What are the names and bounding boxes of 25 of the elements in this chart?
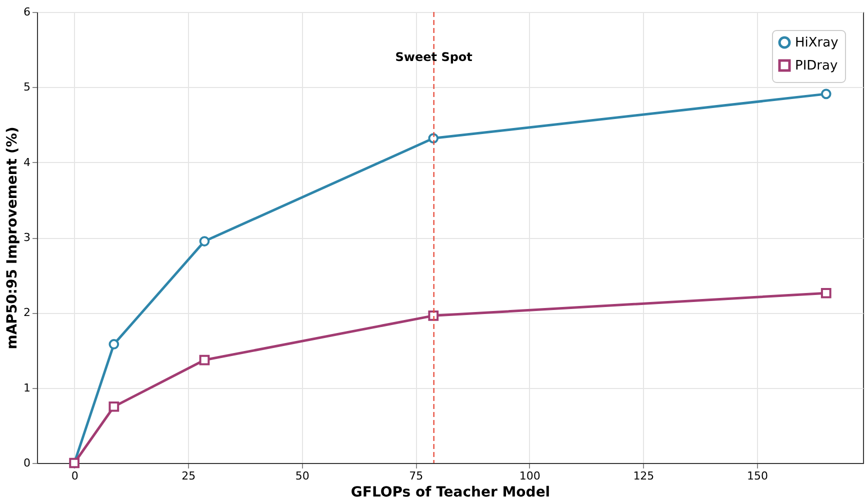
x-tick-label: 25	[182, 470, 196, 482]
y-tick-label: 4	[24, 156, 30, 169]
y-tick-label: 6	[24, 6, 30, 18]
y-tick-label: 1	[24, 381, 30, 394]
point	[820, 88, 832, 100]
point	[199, 354, 210, 366]
ref-line-label: Sweet Spot	[395, 50, 473, 64]
x-tick-label: 100	[519, 470, 540, 482]
x-tick-label: 150	[746, 470, 768, 482]
point	[199, 236, 210, 246]
point	[108, 339, 120, 350]
x-tick-label: 125	[633, 470, 654, 482]
y-tick-label: 5	[24, 80, 30, 94]
point	[108, 401, 120, 412]
x-axis-title: GFLOPs of Teacher Model	[350, 484, 550, 500]
y-tick-label: 3	[24, 231, 30, 244]
point	[820, 288, 832, 298]
y-tick-label: 0	[24, 456, 30, 470]
x-tick-label: 75	[409, 470, 424, 482]
legend-label: HiXray	[795, 36, 839, 50]
legend-label: PIDray	[795, 58, 838, 74]
x-tick-label: 50	[295, 470, 310, 482]
y-tick-label: 2	[24, 306, 30, 320]
y-axis-title: mAP50:95 Improvement (%)	[4, 126, 20, 350]
x-tick-label: 0	[71, 470, 78, 482]
